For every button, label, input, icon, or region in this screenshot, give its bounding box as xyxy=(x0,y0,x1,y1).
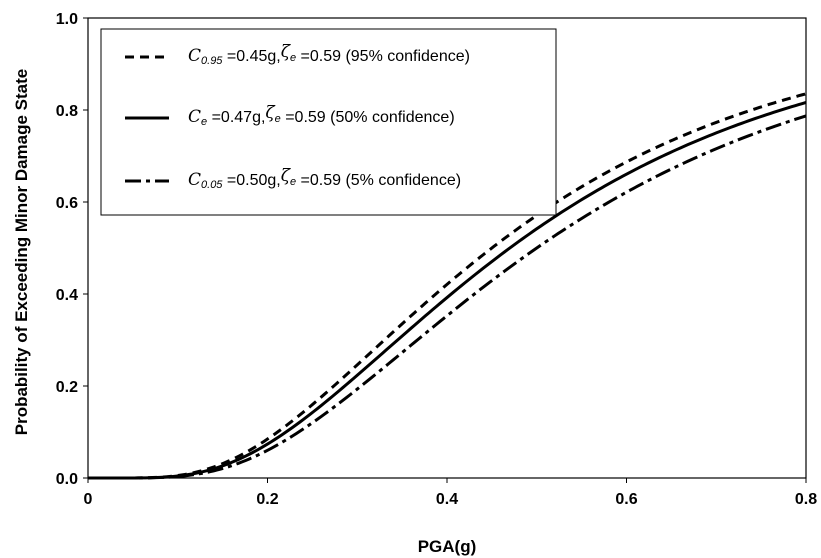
legend-entry-2: Ce =0.47g,ζe =0.59 (50% confidence) xyxy=(125,103,455,128)
legend-entry-3: C0.05 =0.50g,ζe =0.59 (5% confidence) xyxy=(125,166,461,191)
legend: C0.95 =0.45g,ζe =0.59 (95% confidence) Ce… xyxy=(100,28,557,216)
x-tick-label: 0 xyxy=(84,491,93,508)
y-tick-label: 0.6 xyxy=(56,195,78,212)
x-tick-label: 0.4 xyxy=(436,491,458,508)
series-line-2 xyxy=(88,101,807,480)
legend-label: Ce =0.47g,ζe =0.59 (50% confidence) xyxy=(188,103,455,128)
legend-box xyxy=(100,28,557,216)
y-tick-label: 0.0 xyxy=(56,471,78,488)
legend-label: C0.05 =0.50g,ζe =0.59 (5% confidence) xyxy=(188,166,461,191)
y-tick-label: 0.4 xyxy=(56,287,78,304)
x-tick-label: 0.2 xyxy=(256,491,278,508)
y-tick-label: 0.8 xyxy=(56,103,78,120)
y-tick-label: 1.0 xyxy=(56,11,78,28)
x-tick-label: 0.6 xyxy=(615,491,637,508)
legend-label: C0.95 =0.45g,ζe =0.59 (95% confidence) xyxy=(188,42,470,67)
y-axis-label: Probability of Exceeding Minor Damage St… xyxy=(12,69,31,436)
curve-group xyxy=(88,92,807,480)
series-line-3 xyxy=(88,114,807,480)
tick-group: 0 0.2 0.4 0.6 0.8 0.0 0.2 0.4 0.6 0.8 1.0 xyxy=(56,11,817,508)
x-tick-label: 0.8 xyxy=(795,491,817,508)
x-axis-label: PGA(g) xyxy=(418,537,477,556)
legend-entry-1: C0.95 =0.45g,ζe =0.59 (95% confidence) xyxy=(125,42,470,67)
y-tick-label: 0.2 xyxy=(56,379,78,396)
